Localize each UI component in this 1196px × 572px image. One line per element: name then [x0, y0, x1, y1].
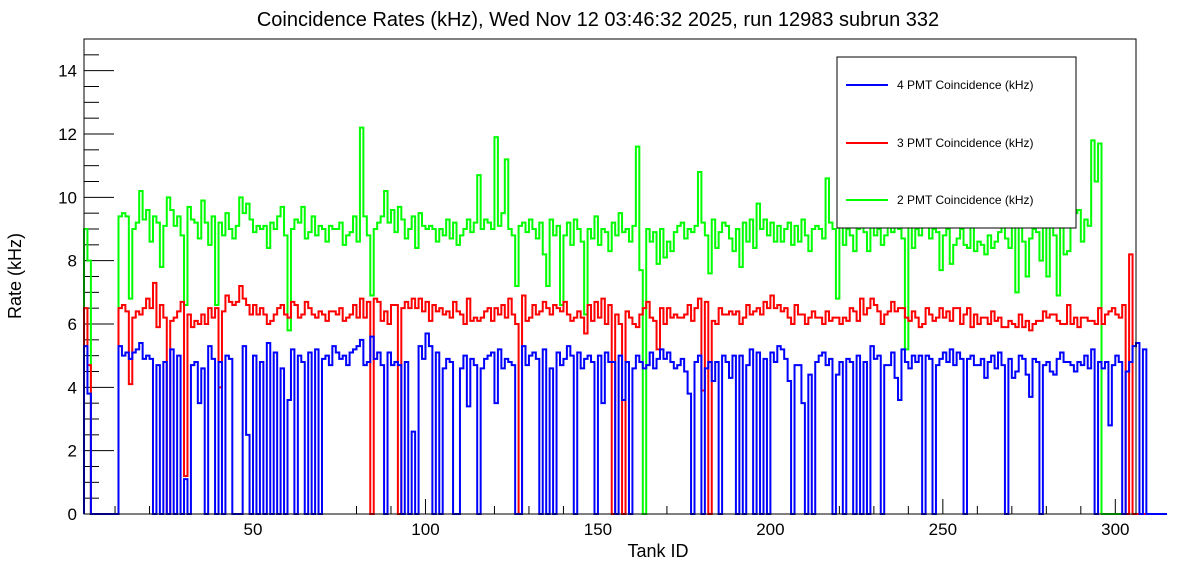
x-tick-label: 50	[244, 520, 263, 539]
y-tick-label: 10	[58, 188, 77, 207]
series-line-2-pmt	[83, 126, 1123, 515]
x-tick-label: 200	[756, 520, 784, 539]
y-tick-label: 8	[68, 252, 77, 271]
legend-entry-label: 3 PMT Coincidence (kHz)	[897, 136, 1034, 150]
y-tick-label: 2	[68, 442, 77, 461]
y-tick-label: 14	[58, 62, 77, 81]
chart-title: Coincidence Rates (kHz), Wed Nov 12 03:4…	[257, 9, 939, 31]
x-tick-label: 300	[1101, 520, 1129, 539]
y-tick-label: 4	[68, 378, 77, 397]
legend-entry-label: 4 PMT Coincidence (kHz)	[897, 78, 1034, 92]
y-axis: 0 2 4 6 8 10 12 14	[58, 38, 114, 524]
x-tick-label: 100	[411, 520, 439, 539]
x-axis: 50 100 150 200 250 300	[114, 499, 1129, 539]
series-line-3-pmt	[83, 253, 1154, 515]
legend: 4 PMT Coincidence (kHz) 3 PMT Coincidence…	[836, 56, 1077, 229]
plot-series-group	[83, 126, 1168, 515]
y-axis-label: Rate (kHz)	[5, 233, 25, 319]
x-tick-label: 150	[584, 520, 612, 539]
y-tick-label: 0	[68, 505, 77, 524]
x-axis-label: Tank ID	[627, 541, 688, 561]
plot-frame	[83, 38, 1137, 515]
y-tick-label: 6	[68, 315, 77, 334]
y-tick-label: 12	[58, 125, 77, 144]
legend-entry-label: 2 PMT Coincidence (kHz)	[897, 193, 1034, 207]
series-line-4-pmt	[83, 332, 1168, 515]
x-tick-label: 250	[929, 520, 957, 539]
